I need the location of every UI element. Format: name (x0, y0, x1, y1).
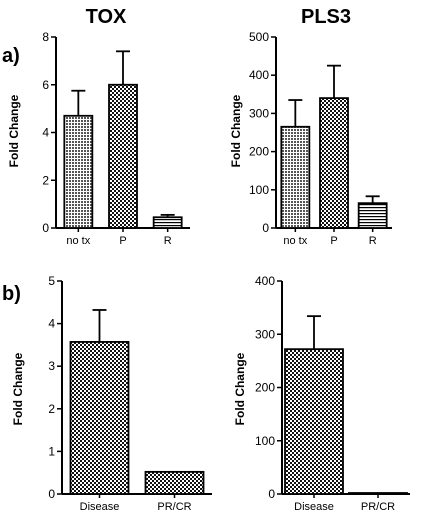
y-tick-label: 100 (249, 183, 269, 197)
y-tick-label: 2 (48, 402, 55, 416)
x-tick-label: Disease (80, 501, 120, 513)
y-tick-label: 4 (42, 126, 49, 140)
y-tick-label: 0 (48, 487, 55, 501)
y-tick-label: 400 (255, 274, 275, 288)
y-tick-label: 8 (42, 30, 49, 44)
bar (144, 470, 205, 495)
x-tick-label: no tx (66, 235, 90, 247)
y-tick-label: 0 (42, 221, 49, 235)
x-tick-label: P (330, 235, 337, 247)
bar (108, 83, 138, 229)
x-tick-label: PR/CR (157, 501, 191, 513)
y-tick-label: 200 (255, 381, 275, 395)
y-tick-label: 4 (48, 317, 55, 331)
y-tick-label: 3 (48, 359, 55, 373)
y-tick-label: 0 (268, 487, 275, 501)
bar (357, 202, 388, 229)
y-tick-label: 300 (249, 106, 269, 120)
bar (280, 125, 311, 229)
x-tick-label: R (164, 235, 172, 247)
y-tick-label: 200 (249, 145, 269, 159)
x-tick-label: PR/CR (361, 501, 395, 513)
y-tick-label: 300 (255, 327, 275, 341)
y-axis-label: Fold Change (233, 352, 247, 425)
y-axis-label: Fold Change (11, 352, 25, 425)
panel-label-b: b) (2, 283, 21, 305)
x-tick-label: Disease (294, 501, 334, 513)
bar (319, 97, 349, 229)
x-tick-label: R (369, 235, 377, 247)
gene-title-pls3: PLS3 (301, 6, 351, 28)
y-axis-label: Fold Change (229, 94, 243, 167)
y-tick-label: 0 (262, 221, 269, 235)
y-tick-label: 400 (249, 68, 269, 82)
bar (348, 492, 408, 495)
y-tick-label: 1 (48, 444, 55, 458)
y-tick-label: 5 (48, 274, 55, 288)
x-tick-label: no tx (283, 235, 307, 247)
y-tick-label: 6 (42, 78, 49, 92)
y-axis-label: Fold Change (7, 94, 21, 167)
bar (63, 114, 94, 229)
panel-label-a: a) (2, 45, 20, 67)
gene-title-tox: TOX (86, 6, 127, 28)
y-tick-label: 100 (255, 434, 275, 448)
x-tick-label: P (119, 235, 126, 247)
bar (69, 341, 130, 495)
bar (284, 348, 344, 495)
y-tick-label: 500 (249, 30, 269, 44)
bar (152, 216, 183, 229)
y-tick-label: 2 (42, 173, 49, 187)
